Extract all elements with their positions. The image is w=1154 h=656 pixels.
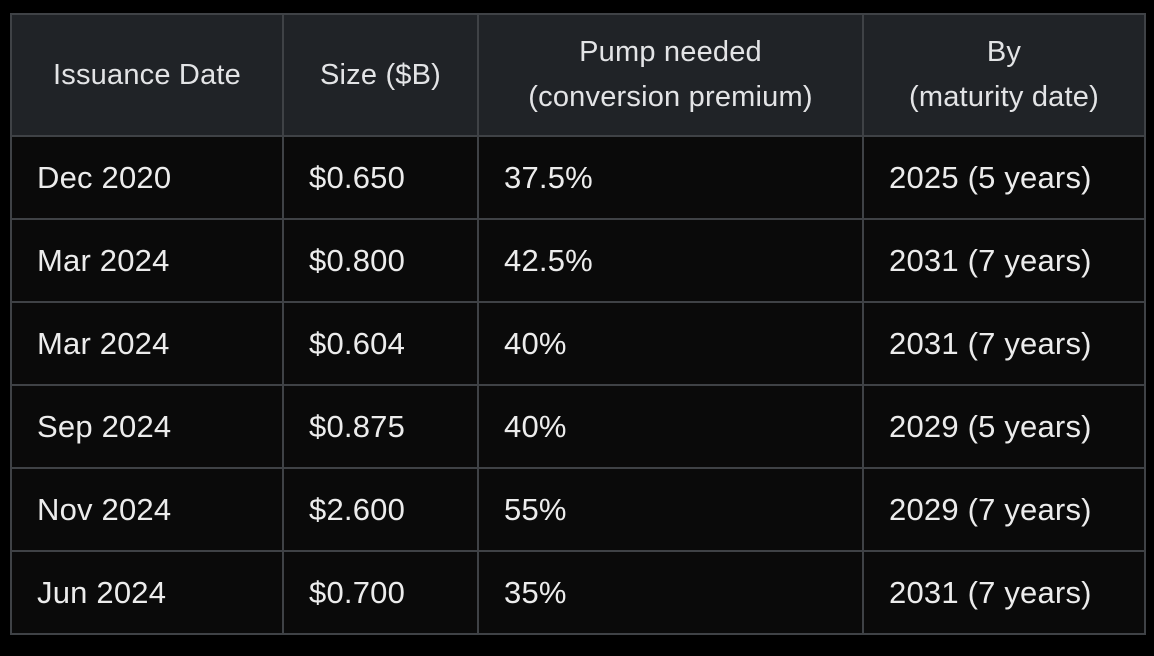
table-row: Mar 2024 $0.800 42.5% 2031 (7 years): [10, 218, 1146, 303]
table-row: Dec 2020 $0.650 37.5% 2025 (5 years): [10, 135, 1146, 220]
table-row: Sep 2024 $0.875 40% 2029 (5 years): [10, 384, 1146, 469]
col-header-issuance-date: Issuance Date: [10, 13, 284, 137]
col-header-pump-needed: Pump needed (conversion premium): [477, 13, 864, 137]
cell-issuance-date: Mar 2024: [10, 218, 284, 303]
table-row: Jun 2024 $0.700 35% 2031 (7 years): [10, 550, 1146, 635]
cell-pump-needed: 42.5%: [477, 218, 864, 303]
cell-pump-needed: 40%: [477, 301, 864, 386]
table-row: Nov 2024 $2.600 55% 2029 (7 years): [10, 467, 1146, 552]
cell-size: $0.604: [282, 301, 479, 386]
cell-by-maturity: 2031 (7 years): [862, 218, 1146, 303]
cell-issuance-date: Jun 2024: [10, 550, 284, 635]
cell-size: $2.600: [282, 467, 479, 552]
convertible-notes-table: Issuance Date Size ($B) Pump needed (con…: [10, 13, 1146, 635]
cell-by-maturity: 2031 (7 years): [862, 550, 1146, 635]
cell-size: $0.800: [282, 218, 479, 303]
cell-size: $0.875: [282, 384, 479, 469]
col-header-size: Size ($B): [282, 13, 479, 137]
cell-issuance-date: Nov 2024: [10, 467, 284, 552]
cell-size: $0.700: [282, 550, 479, 635]
cell-pump-needed: 35%: [477, 550, 864, 635]
cell-by-maturity: 2029 (5 years): [862, 384, 1146, 469]
cell-by-maturity: 2029 (7 years): [862, 467, 1146, 552]
cell-issuance-date: Dec 2020: [10, 135, 284, 220]
header-row: Issuance Date Size ($B) Pump needed (con…: [10, 13, 1146, 137]
cell-by-maturity: 2031 (7 years): [862, 301, 1146, 386]
table-header: Issuance Date Size ($B) Pump needed (con…: [10, 13, 1146, 137]
cell-by-maturity: 2025 (5 years): [862, 135, 1146, 220]
table-row: Mar 2024 $0.604 40% 2031 (7 years): [10, 301, 1146, 386]
cell-pump-needed: 55%: [477, 467, 864, 552]
cell-issuance-date: Mar 2024: [10, 301, 284, 386]
cell-size: $0.650: [282, 135, 479, 220]
cell-pump-needed: 40%: [477, 384, 864, 469]
col-header-by-maturity: By (maturity date): [862, 13, 1146, 137]
cell-pump-needed: 37.5%: [477, 135, 864, 220]
table-body: Dec 2020 $0.650 37.5% 2025 (5 years) Mar…: [10, 135, 1146, 635]
cell-issuance-date: Sep 2024: [10, 384, 284, 469]
